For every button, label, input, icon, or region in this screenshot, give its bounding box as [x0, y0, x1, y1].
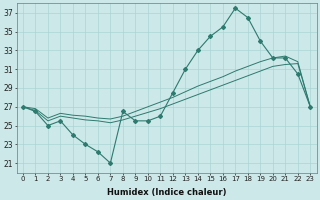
X-axis label: Humidex (Indice chaleur): Humidex (Indice chaleur) [107, 188, 226, 197]
